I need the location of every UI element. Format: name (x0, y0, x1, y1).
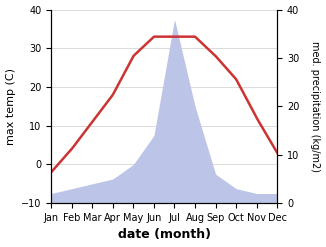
Y-axis label: max temp (C): max temp (C) (6, 68, 16, 145)
Y-axis label: med. precipitation (kg/m2): med. precipitation (kg/m2) (310, 41, 320, 172)
X-axis label: date (month): date (month) (118, 228, 211, 242)
